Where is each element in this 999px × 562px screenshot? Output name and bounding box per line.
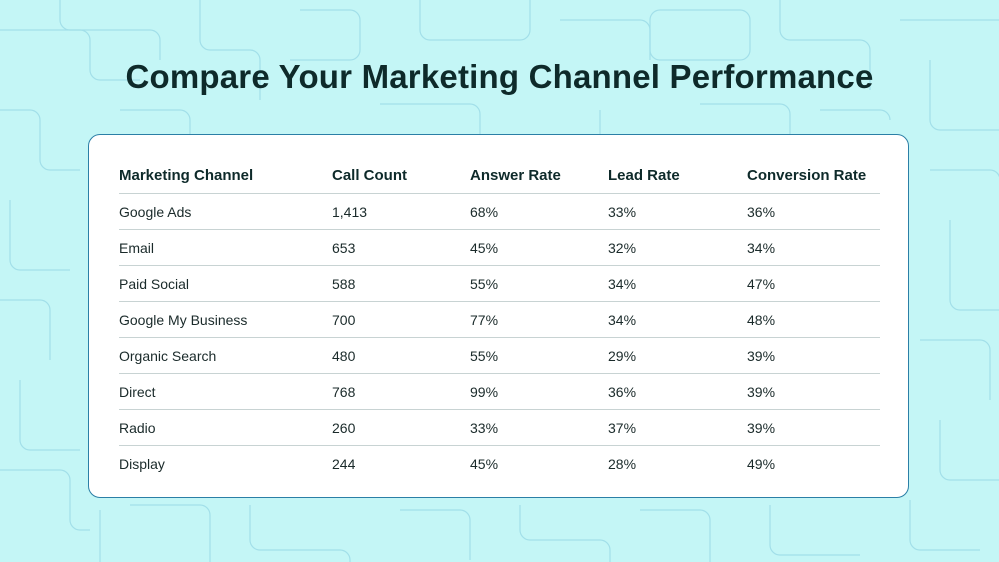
answer-rate-cell: 68% [470,193,608,230]
lead-rate-cell: 34% [608,301,747,338]
channel-cell: Display [119,455,165,472]
lead-rate-cell: 37% [608,409,747,446]
table-row: Google Ads 1,413 68% 33% 36% [119,193,880,230]
conversion-rate-cell: 39% [747,337,880,374]
table-row: Google My Business 700 77% 34% 48% [119,301,880,338]
conversion-rate-cell: 49% [747,455,776,472]
call-count-cell: 653 [332,229,470,266]
lead-rate-cell: 33% [608,193,747,230]
table-row: Organic Search 480 55% 29% 39% [119,337,880,374]
answer-rate-cell: 45% [470,229,608,266]
conversion-rate-cell: 34% [747,229,880,266]
channel-cell: Google Ads [119,193,332,230]
answer-rate-cell: 33% [470,409,608,446]
table-row: Radio 260 33% 37% 39% [119,409,880,446]
answer-rate-cell: 55% [470,337,608,374]
column-header-answer-rate: Answer Rate [470,157,608,194]
table-row: Display 244 45% 28% 49% [119,446,880,482]
answer-rate-cell: 99% [470,373,608,410]
call-count-cell: 1,413 [332,193,470,230]
channel-comparison-table: Marketing Channel Call Count Answer Rate… [119,157,880,481]
column-header-conversion-rate: Conversion Rate [747,157,880,194]
conversion-rate-cell: 39% [747,409,880,446]
conversion-rate-cell: 48% [747,301,880,338]
conversion-rate-cell: 47% [747,265,880,302]
table-row: Direct 768 99% 36% 39% [119,373,880,410]
call-count-cell: 768 [332,373,470,410]
answer-rate-cell: 45% [470,455,499,472]
column-header-lead-rate: Lead Rate [608,157,747,194]
lead-rate-cell: 29% [608,337,747,374]
column-header-call-count: Call Count [332,157,470,194]
channel-cell: Email [119,229,332,266]
page-title: Compare Your Marketing Channel Performan… [125,58,874,95]
channel-cell: Organic Search [119,337,332,374]
conversion-rate-cell: 36% [747,193,880,230]
table-row: Email 653 45% 32% 34% [119,229,880,266]
column-header-marketing-channel: Marketing Channel [119,157,332,194]
call-count-cell: 700 [332,301,470,338]
table-row: Paid Social 588 55% 34% 47% [119,265,880,302]
call-count-cell: 244 [332,455,356,472]
lead-rate-cell: 32% [608,229,747,266]
comparison-table-card: Marketing Channel Call Count Answer Rate… [88,134,909,498]
channel-cell: Google My Business [119,301,332,338]
channel-cell: Radio [119,409,332,446]
lead-rate-cell: 28% [608,455,637,472]
call-count-cell: 260 [332,409,470,446]
channel-cell: Paid Social [119,265,332,302]
lead-rate-cell: 34% [608,265,747,302]
call-count-cell: 588 [332,265,470,302]
call-count-cell: 480 [332,337,470,374]
answer-rate-cell: 77% [470,301,608,338]
conversion-rate-cell: 39% [747,373,880,410]
answer-rate-cell: 55% [470,265,608,302]
channel-cell: Direct [119,373,332,410]
table-header-row: Marketing Channel Call Count Answer Rate… [119,157,880,194]
lead-rate-cell: 36% [608,373,747,410]
